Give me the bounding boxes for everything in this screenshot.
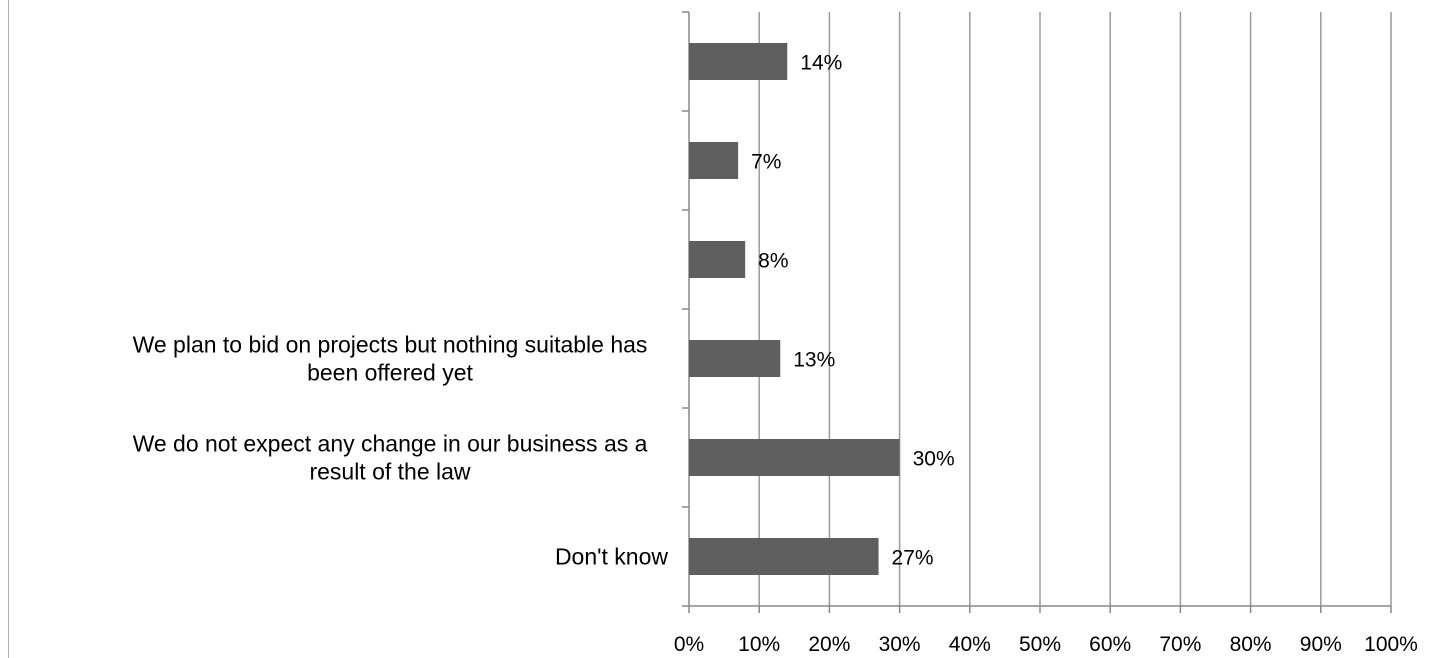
grid-lines	[758, 12, 1392, 606]
bar-4	[689, 439, 900, 476]
category-label: Don't know	[555, 544, 668, 570]
bar-5	[689, 538, 879, 575]
category-labels: We plan to bid on projects but nothing s…	[133, 332, 669, 570]
bar-2	[689, 241, 746, 278]
x-tick-label: 30%	[879, 633, 921, 656]
bar-1	[689, 142, 739, 179]
x-tick-label: 0%	[674, 633, 704, 656]
x-tick-label: 40%	[949, 633, 991, 656]
category-label: result of the law	[309, 459, 470, 485]
data-label: 13%	[793, 349, 835, 372]
bar-3	[689, 340, 781, 377]
x-tick-label: 100%	[1364, 633, 1418, 656]
category-label: been offered yet	[307, 360, 473, 386]
data-label: 7%	[751, 151, 781, 174]
x-tick-label: 90%	[1300, 633, 1342, 656]
bars	[689, 43, 900, 575]
x-tick-labels: 0% 10% 20% 30% 40% 50% 60% 70% 80% 90% 100%	[674, 633, 1418, 656]
x-tick-label: 10%	[738, 633, 780, 656]
category-label: We plan to bid on projects but nothing s…	[133, 332, 648, 358]
data-label: 8%	[758, 250, 788, 273]
data-label: 14%	[800, 52, 842, 75]
x-tick-label: 60%	[1089, 633, 1131, 656]
left-border	[8, 0, 9, 658]
axes	[682, 11, 1392, 613]
bar-0	[689, 43, 788, 80]
x-tick-label: 70%	[1159, 633, 1201, 656]
x-tick-label: 50%	[1019, 633, 1061, 656]
x-tick-label: 20%	[808, 633, 850, 656]
data-labels: 14% 7% 8% 13% 30% 27%	[751, 52, 954, 570]
x-tick-label: 80%	[1230, 633, 1272, 656]
data-label: 30%	[913, 448, 955, 471]
category-label: We do not expect any change in our busin…	[133, 431, 648, 457]
data-label: 27%	[892, 547, 934, 570]
